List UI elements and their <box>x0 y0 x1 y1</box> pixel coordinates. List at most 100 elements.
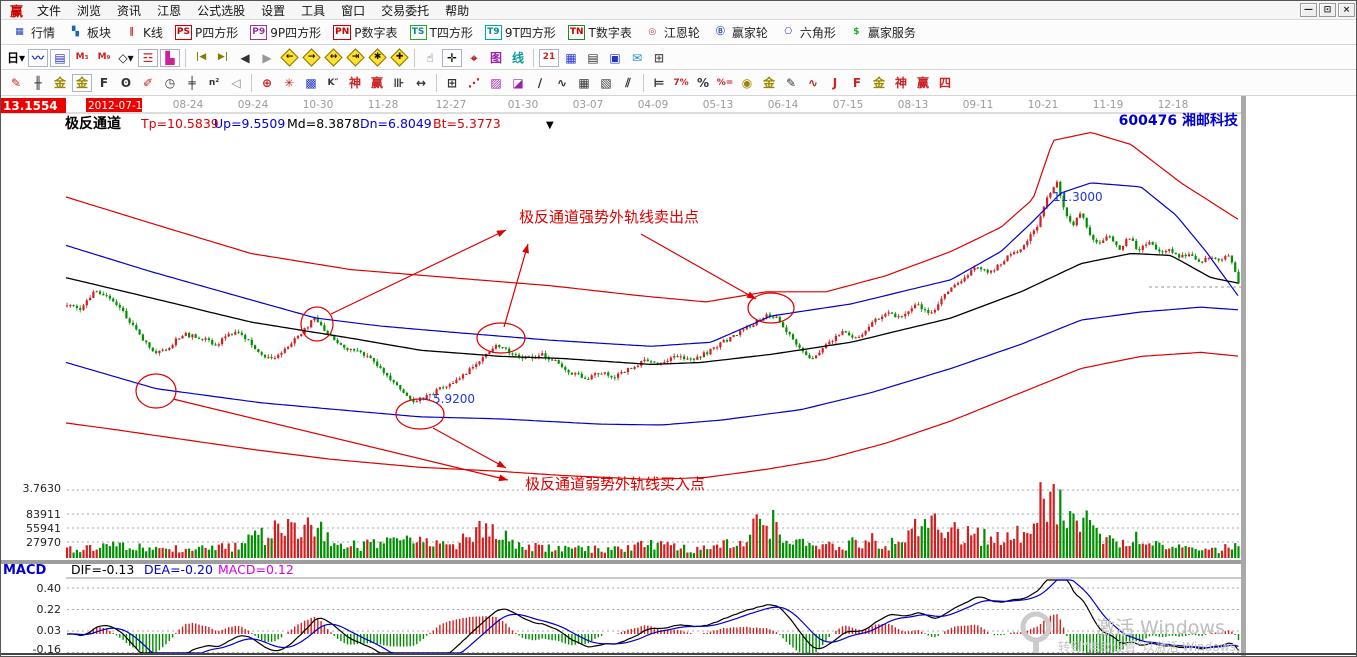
9p-square-button[interactable]: P9 9P四方形 <box>244 23 327 43</box>
first-bar-icon[interactable]: |◀ <box>195 52 207 62</box>
gold-ratio2-icon[interactable]: 金 <box>72 74 92 92</box>
gold-pen-icon[interactable]: 金 <box>872 76 885 90</box>
si-line-icon[interactable]: 四 <box>938 76 951 90</box>
candle-type-icon[interactable]: ◇▾ <box>118 50 134 65</box>
wave-gold-icon[interactable]: ∿ <box>807 76 819 90</box>
profile-chart-icon[interactable]: ▙ <box>160 48 181 67</box>
k2-icon[interactable]: K″ <box>327 77 339 88</box>
gold-circle-icon[interactable]: ◉ <box>741 76 753 90</box>
fib-f-icon[interactable]: F <box>99 76 109 90</box>
zoom-out-icon[interactable]: ↔ <box>323 48 343 67</box>
prev-bar-icon[interactable]: ◀ <box>240 50 250 65</box>
9t-square-button[interactable]: T9 9T四方形 <box>479 23 562 43</box>
next-bar-icon[interactable]: ▶ <box>262 50 272 65</box>
gann-wheel-button[interactable]: ◎ 江恩轮 <box>638 23 706 43</box>
fan-red-icon[interactable]: ⋰ <box>468 76 480 90</box>
pct-line-icon[interactable]: %= <box>716 77 734 88</box>
ruler2-icon[interactable]: ╪ <box>188 76 196 90</box>
sectors-button[interactable]: ▚ 板块 <box>61 23 117 43</box>
target-icon[interactable]: ⊕ <box>261 76 273 90</box>
wave-3-icon[interactable]: M₃ <box>75 52 89 62</box>
kline-button[interactable]: ‖ K线 <box>117 23 169 43</box>
menu-item-6[interactable]: 工具 <box>301 3 326 18</box>
draw-pen-icon[interactable]: ✎ <box>10 76 22 90</box>
menu-item-0[interactable]: 文件 <box>37 3 62 18</box>
parallel-icon[interactable]: ⫽ <box>625 76 631 90</box>
label-tool-icon[interactable]: 图 <box>490 50 503 65</box>
menu-item-1[interactable]: 浏览 <box>77 3 102 18</box>
menu-item-2[interactable]: 资讯 <box>117 3 142 18</box>
winner-service-button[interactable]: $ 赢家服务 <box>842 23 922 43</box>
line-tool-icon[interactable]: 线 <box>512 50 525 65</box>
time-cycle-icon[interactable]: ◷ <box>164 76 176 90</box>
save-icon[interactable]: ▣ <box>609 50 621 65</box>
pattern-icon[interactable]: 〰 <box>28 48 49 67</box>
expand-icon[interactable]: ✚ <box>389 48 409 67</box>
period-day-selector[interactable]: 日▾ <box>7 50 26 65</box>
print-icon[interactable]: ⊞ <box>654 50 665 65</box>
pattern-red-icon[interactable]: ☲ <box>138 48 159 67</box>
minimize-button[interactable]: — <box>1300 3 1317 17</box>
menu-item-4[interactable]: 公式选股 <box>197 3 246 18</box>
compress-icon[interactable]: ✱ <box>367 48 387 67</box>
pct7-icon[interactable]: 7% <box>673 77 689 88</box>
spiral-icon[interactable]: ʘ <box>120 76 132 90</box>
menu-item-7[interactable]: 窗口 <box>341 3 366 18</box>
indicator-dropdown[interactable]: ▼ <box>546 120 554 131</box>
scale-icon[interactable]: ⊨ <box>653 76 665 90</box>
ying-icon[interactable]: 赢 <box>370 76 383 90</box>
shen-icon[interactable]: 神 <box>348 76 361 90</box>
pct-icon[interactable]: % <box>696 76 710 90</box>
ruler123-icon[interactable]: ⊪ <box>393 76 405 90</box>
grid-dark2-icon[interactable]: ▧ <box>600 76 612 90</box>
calendar-icon[interactable]: 21 <box>539 48 560 67</box>
crosshair-tool-icon[interactable]: ✛ <box>442 48 463 67</box>
last-bar-icon[interactable]: ▶| <box>217 52 229 62</box>
scroll-right-icon[interactable]: → <box>301 48 321 67</box>
p-square-button[interactable]: PS P四方形 <box>169 23 244 43</box>
gold-ratio-icon[interactable]: 金 <box>53 76 66 90</box>
wave-9-icon[interactable]: M₉ <box>97 52 111 62</box>
hand-tool-icon[interactable]: ☝ <box>426 50 434 65</box>
winner-wheel-button[interactable]: Ⓑ 赢家轮 <box>706 23 774 43</box>
quotes-button[interactable]: ▦ 行情 <box>5 23 61 43</box>
gold-bar-icon[interactable]: 金 <box>762 76 775 90</box>
box-grid-icon[interactable]: ⊞ <box>446 76 458 90</box>
pen-ruler-icon[interactable]: ✐ <box>142 76 154 90</box>
notes-icon[interactable]: ▤ <box>587 50 599 65</box>
span-icon[interactable]: ↔ <box>415 76 427 90</box>
calculator-icon[interactable]: ▦ <box>565 50 577 65</box>
scroll-left-icon[interactable]: ← <box>279 48 299 67</box>
trend-line-icon[interactable]: ∕ <box>537 76 543 90</box>
t-number-button[interactable]: TN T数字表 <box>562 23 638 43</box>
menu-item-5[interactable]: 设置 <box>261 3 286 18</box>
pen-candle-icon[interactable]: ✎ <box>785 76 797 90</box>
menu-item-9[interactable]: 帮助 <box>445 3 470 18</box>
ying-line-icon[interactable]: 赢 <box>916 76 929 90</box>
panel-divider[interactable] <box>1241 96 1246 656</box>
grid-dark-icon[interactable]: ▦ <box>578 76 590 90</box>
close-button[interactable]: × <box>1338 3 1355 17</box>
menu-item-3[interactable]: 江恩 <box>157 3 182 18</box>
fan-purple-icon[interactable]: ▨ <box>490 76 502 90</box>
ruler-icon[interactable]: ╫ <box>34 76 42 90</box>
menu-item-8[interactable]: 交易委托 <box>381 3 430 18</box>
star-icon[interactable]: ✳ <box>283 76 295 90</box>
zigzag-icon[interactable]: ∿ <box>556 76 568 90</box>
zoom-in-icon[interactable]: ⇥ <box>345 48 365 67</box>
f-line-icon[interactable]: F <box>852 76 862 90</box>
t-square-button[interactable]: TS T四方形 <box>404 23 479 43</box>
hexagon-button[interactable]: ⎔ 六角形 <box>774 23 842 43</box>
grid-box-icon[interactable]: ▩ <box>305 76 317 90</box>
select-tool-icon[interactable]: ⌖ <box>470 50 478 65</box>
shen-line-icon[interactable]: 神 <box>894 76 907 90</box>
restore-button[interactable]: ⊡ <box>1319 3 1336 17</box>
flag-icon[interactable]: ◁ <box>231 76 241 90</box>
n2-icon[interactable]: n² <box>208 77 220 88</box>
mail-icon[interactable]: ✉ <box>632 50 643 65</box>
p-number-button[interactable]: PN P数字表 <box>327 23 403 43</box>
j-line-icon[interactable]: J <box>832 76 838 90</box>
grid-purple-icon[interactable]: ◪ <box>512 76 524 90</box>
report-icon[interactable]: ▤ <box>50 48 71 67</box>
